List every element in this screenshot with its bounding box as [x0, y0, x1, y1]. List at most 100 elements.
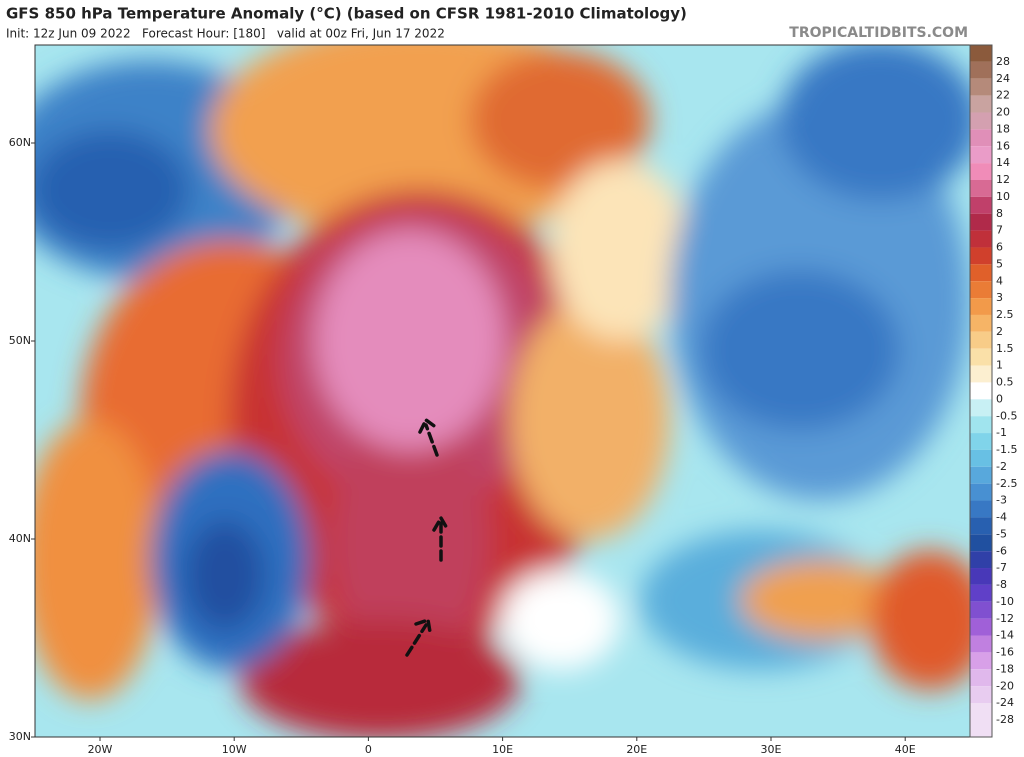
colorbar-label: -1 [996, 426, 1007, 439]
colorbar-label: 4 [996, 274, 1003, 287]
colorbar-label: -7 [996, 561, 1007, 574]
colorbar-swatch [970, 179, 992, 197]
colorbar-label: -28 [996, 713, 1014, 726]
colorbar-label: 1.5 [996, 342, 1014, 355]
map-axes: 60N 50N 40N 30N 20W 10W 0 10E 20E 30E 40E [9, 136, 916, 756]
title: GFS 850 hPa Temperature Anomaly (°C) (ba… [6, 5, 687, 23]
colorbar-label: 20 [996, 106, 1010, 119]
colorbar-label: -2.5 [996, 477, 1017, 490]
colorbar-swatch [970, 247, 992, 265]
colorbar-swatch [970, 568, 992, 585]
colorbar-label: 6 [996, 241, 1003, 254]
colorbar-label: -4 [996, 511, 1007, 524]
colorbar-swatch [970, 213, 992, 231]
colorbar-swatch [970, 466, 992, 484]
map [35, 45, 970, 737]
colorbar-swatch [970, 399, 992, 417]
colorbar-swatch [970, 618, 992, 636]
colorbar-label: 1 [996, 359, 1003, 372]
colorbar-swatch [970, 61, 992, 79]
colorbar-swatch [970, 331, 992, 349]
lat-label: 30N [9, 730, 31, 743]
colorbar-swatch [970, 703, 992, 737]
colorbar-label: 10 [996, 190, 1010, 203]
colorbar-swatch [970, 517, 992, 535]
colorbar-swatch [970, 264, 992, 282]
colorbar-swatch [970, 298, 992, 315]
lon-label: 40E [895, 743, 916, 756]
colorbar-swatch [970, 686, 992, 703]
colorbar: 28 24 22 20 18 16 14 12 10 8 7 6 5 4 3 2.5 2 1.5 1 0.5 0 -0.5… [969, 44, 1017, 738]
colorbar-swatch [970, 95, 992, 113]
colorbar-label: 8 [996, 207, 1003, 220]
lon-label: 20W [88, 743, 113, 756]
colorbar-swatch [970, 196, 992, 214]
colorbar-label: -8 [996, 578, 1007, 591]
lat-label: 50N [9, 334, 31, 347]
colorbar-swatch [970, 500, 992, 518]
colorbar-label: 3 [996, 291, 1003, 304]
colorbar-swatch [970, 635, 992, 653]
colorbar-label: -5 [996, 527, 1007, 540]
lat-label: 40N [9, 532, 31, 545]
colorbar-label: -2 [996, 460, 1007, 473]
colorbar-label: -16 [996, 646, 1014, 659]
colorbar-label: -0.5 [996, 409, 1017, 422]
colorbar-swatch [970, 230, 992, 248]
colorbar-swatch [970, 365, 992, 383]
colorbar-label: 0.5 [996, 376, 1014, 389]
colorbar-swatch [970, 669, 992, 687]
colorbar-swatch [970, 551, 992, 569]
colorbar-label: -14 [996, 629, 1014, 642]
arrows [405, 417, 450, 657]
colorbar-swatch [970, 534, 992, 552]
colorbar-label: 7 [996, 224, 1003, 237]
lon-label: 0 [365, 743, 372, 756]
colorbar-label: 0 [996, 392, 1003, 405]
colorbar-swatch [970, 129, 992, 147]
colorbar-label: -6 [996, 544, 1007, 557]
colorbar-swatch [970, 449, 992, 467]
colorbar-swatch [970, 433, 992, 450]
colorbar-label: 2.5 [996, 308, 1014, 321]
colorbar-swatch [970, 584, 992, 602]
colorbar-label: -18 [996, 662, 1014, 675]
colorbar-swatch [970, 45, 992, 62]
colorbar-label: 14 [996, 156, 1010, 169]
colorbar-label: 22 [996, 89, 1010, 102]
colorbar-label: 28 [996, 55, 1010, 68]
colorbar-label: 2 [996, 325, 1003, 338]
colorbar-swatch [970, 348, 992, 366]
colorbar-label: -3 [996, 494, 1007, 507]
colorbar-swatch [970, 652, 992, 670]
colorbar-swatch [970, 601, 992, 619]
colorbar-swatch [970, 382, 992, 400]
colorbar-label: 5 [996, 257, 1003, 270]
colorbar-label: 12 [996, 173, 1010, 186]
colorbar-label: 18 [996, 122, 1010, 135]
colorbar-label: -24 [996, 696, 1014, 709]
colorbar-swatch [970, 78, 992, 96]
lon-label: 10W [222, 743, 247, 756]
colorbar-swatch [970, 483, 992, 501]
colorbar-swatch [970, 281, 992, 299]
colorbar-swatch [970, 112, 992, 130]
colorbar-swatch [970, 146, 992, 164]
colorbar-label: 24 [996, 72, 1010, 85]
colorbar-label: -20 [996, 679, 1014, 692]
colorbar-swatch [970, 163, 992, 180]
colorbar-label: -12 [996, 612, 1014, 625]
colorbar-frame [969, 44, 993, 738]
lon-label: 30E [761, 743, 782, 756]
brand: TROPICALTIDBITS.COM [789, 25, 968, 41]
colorbar-label: -1.5 [996, 443, 1017, 456]
subtitle: Init: 12z Jun 09 2022 Forecast Hour: [18… [6, 27, 445, 41]
colorbar-swatch [970, 314, 992, 332]
colorbar-label: -10 [996, 595, 1014, 608]
colorbar-swatch [970, 416, 992, 434]
lon-label: 20E [626, 743, 647, 756]
lat-label: 60N [9, 136, 31, 149]
colorbar-label: 16 [996, 139, 1010, 152]
lon-label: 10E [492, 743, 513, 756]
